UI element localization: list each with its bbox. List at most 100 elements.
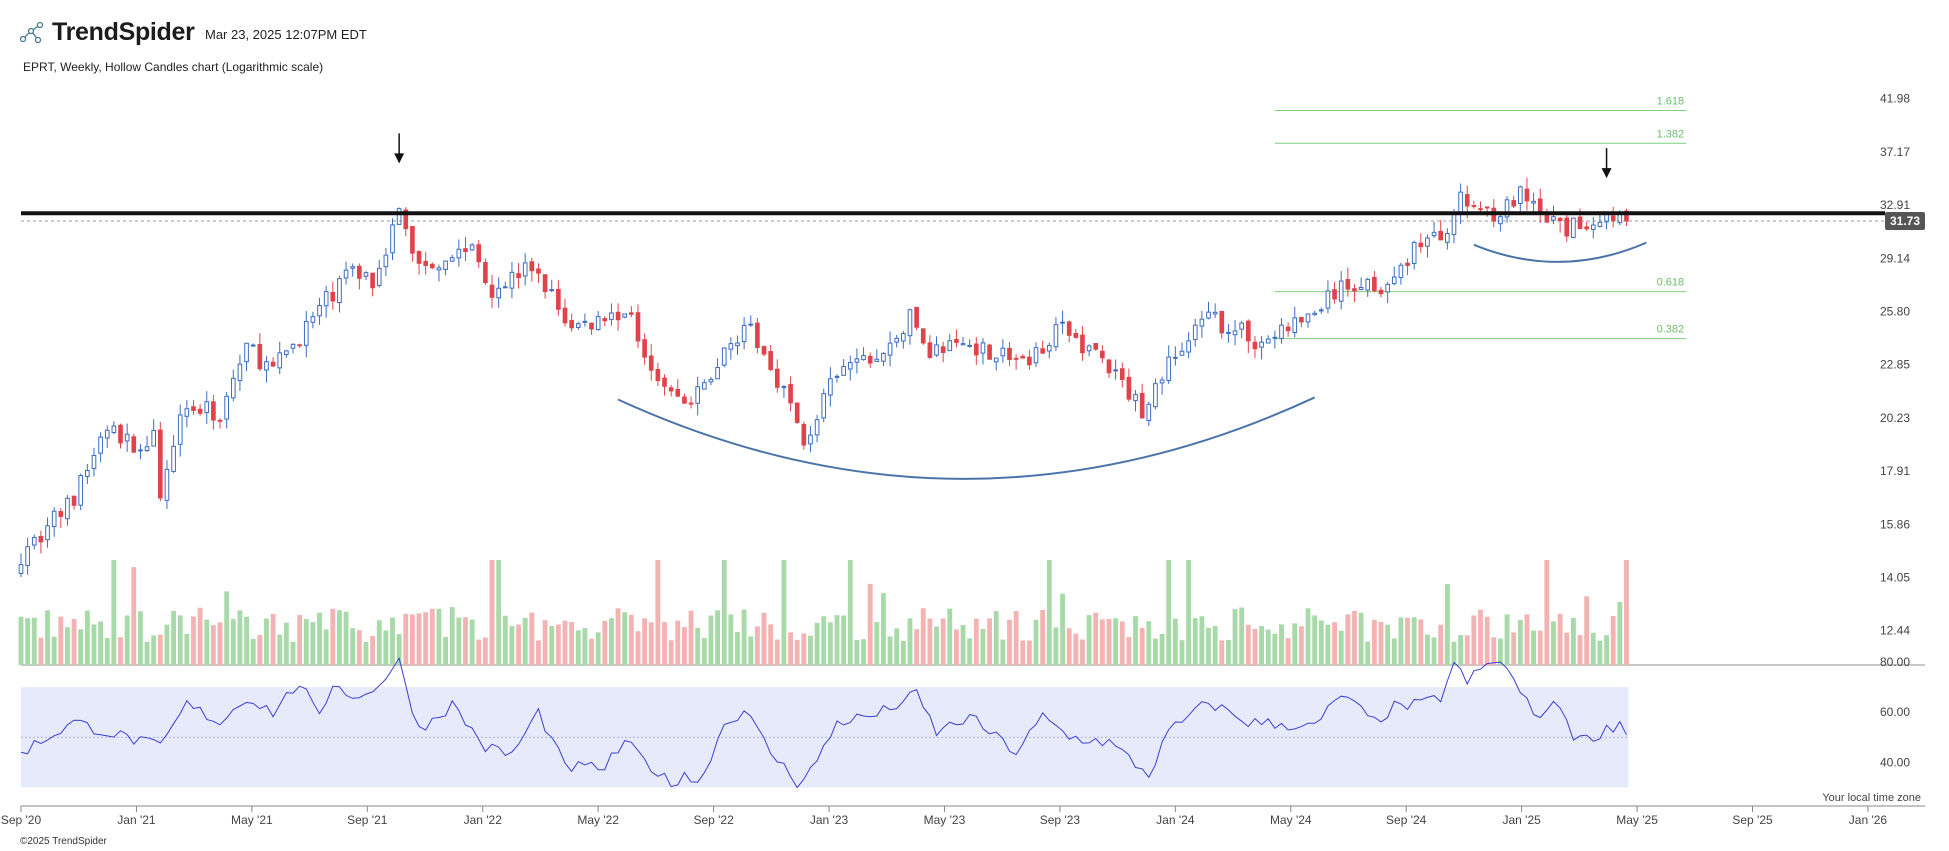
volume-bar [1146,621,1152,665]
candle-body [1113,369,1118,372]
volume-bar [1345,614,1351,665]
handle-curve [1473,241,1647,263]
candle-body [828,378,833,396]
candle-body [1232,330,1238,336]
candle-body [615,311,621,321]
volume-bar [1080,639,1085,665]
candle-body [456,248,462,259]
candle-body [901,333,906,342]
volume-bar [502,615,508,665]
candle-body [157,429,163,499]
candle-body [1146,403,1152,421]
volume-bar [1411,617,1417,665]
volume-bar [927,618,933,665]
volume-bar [1617,602,1623,665]
candle-body [177,414,183,445]
volume-bar [137,611,143,665]
candle-body [191,406,196,411]
candle-body [489,284,495,298]
candle-body [1332,289,1337,300]
candle-body [1119,368,1125,380]
candle-body [1318,309,1324,312]
volume-bar [58,616,64,665]
volume-bar [675,620,681,665]
candle-body [1080,334,1085,354]
candle-body [1245,320,1251,342]
volume-bar [894,628,900,665]
volume-bar [549,625,555,665]
candle-body [841,366,846,376]
volume-bar [522,617,528,665]
volume-bar [476,639,482,665]
candle-body [244,342,249,363]
candle-body [834,375,840,378]
volume-bar [1624,560,1629,665]
time-axis-label: May '21 [231,813,273,827]
candle-body [867,355,873,364]
time-axis-label: Jan '22 [464,813,503,827]
volume-bar [45,610,50,665]
volume-bar [1099,619,1105,665]
volume-bar [144,641,150,665]
volume-bar [157,634,163,665]
candle-body [98,436,103,454]
volume-bar [761,612,767,665]
volume-bar [1133,616,1138,665]
volume-bar [1033,619,1039,665]
candle-body [104,429,110,439]
time-axis-label: Sep '25 [1732,813,1773,827]
candle-body [887,342,893,356]
candle-body [781,386,787,389]
volume-bar [191,616,196,665]
volume-bar [1378,621,1384,665]
volume-bar [416,613,422,665]
time-axis-label: Sep '20 [1,813,42,827]
candle-body [224,395,229,420]
volume-bar [343,611,349,665]
candle-body [715,366,720,380]
volume-bar [71,618,77,665]
volume-bar [874,622,880,665]
candle-body [1431,231,1437,237]
volume-bar [230,619,236,665]
candle-body [1153,383,1158,408]
candle-body [1126,376,1132,400]
candle-body [131,436,137,453]
volume-bar [197,607,203,665]
candle-body [18,564,24,574]
volume-bar [1159,633,1165,665]
candle-body [755,322,760,348]
volume-bar [1524,614,1530,665]
volume-bar [1007,619,1012,665]
candle-body [429,263,435,269]
volume-bar [708,615,714,665]
volume-bar [1478,609,1483,665]
candle-body [45,525,50,541]
candle-body [1073,332,1079,338]
candle-body [814,419,820,436]
fib-level-label: 0.382 [1657,324,1685,336]
volume-bar [1305,608,1311,665]
volume-bar [1073,633,1079,665]
candle-body [536,268,541,274]
candle-body [954,338,959,343]
volume-bar [1225,639,1231,665]
volume-bar [1590,632,1596,665]
volume-bar [356,630,362,665]
volume-bar [628,614,634,665]
time-axis-label: Jan '24 [1156,813,1195,827]
candle-body [881,352,886,362]
volume-bar [78,629,84,665]
candle-body [1471,205,1477,208]
candle-body [51,510,57,527]
volume-bar [1086,615,1092,665]
candle-body [562,307,568,324]
candle-body [390,224,395,254]
candle-body [1352,288,1357,292]
volume-bar [409,614,415,665]
volume-bar [98,621,104,665]
candle-body [496,287,501,299]
candle-body [1405,262,1410,266]
volume-bar [363,641,369,665]
